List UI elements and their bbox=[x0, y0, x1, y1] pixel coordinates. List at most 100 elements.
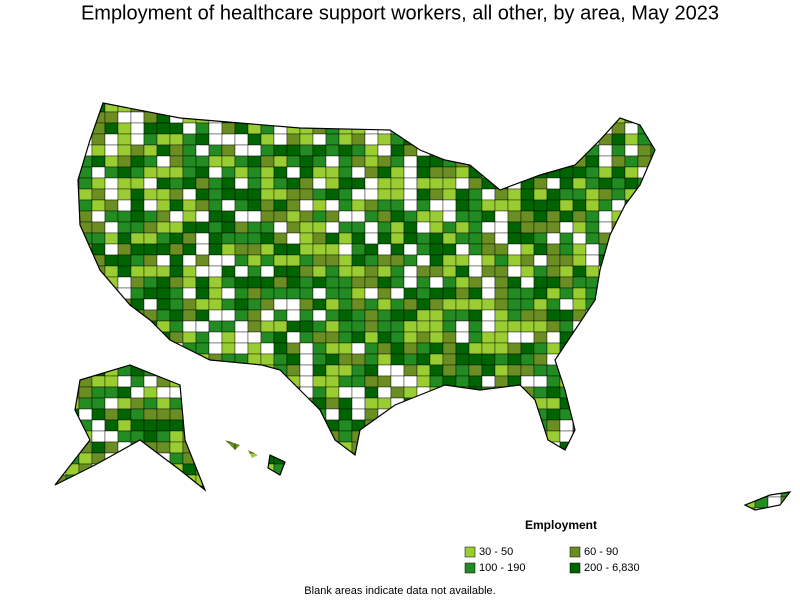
area bbox=[273, 103, 288, 113]
area bbox=[40, 134, 53, 145]
area bbox=[429, 155, 444, 168]
area bbox=[546, 155, 561, 168]
area bbox=[234, 474, 249, 487]
area bbox=[676, 111, 691, 124]
area bbox=[430, 519, 443, 530]
area bbox=[55, 166, 67, 179]
area bbox=[546, 452, 561, 465]
area bbox=[78, 188, 93, 201]
area bbox=[767, 419, 782, 432]
area bbox=[663, 221, 678, 234]
area bbox=[221, 430, 236, 443]
area bbox=[754, 419, 769, 432]
area bbox=[637, 144, 652, 157]
area bbox=[429, 265, 444, 278]
area bbox=[377, 103, 392, 113]
area bbox=[533, 188, 548, 201]
area bbox=[624, 155, 639, 168]
area bbox=[40, 112, 53, 123]
area bbox=[754, 408, 769, 421]
area bbox=[754, 430, 769, 443]
area bbox=[325, 199, 340, 212]
area bbox=[794, 255, 800, 266]
area bbox=[130, 353, 145, 366]
area bbox=[481, 408, 496, 421]
area bbox=[273, 254, 288, 267]
area bbox=[624, 441, 639, 454]
area bbox=[455, 210, 470, 223]
area bbox=[195, 408, 210, 421]
area bbox=[468, 144, 483, 157]
area bbox=[624, 397, 639, 410]
area bbox=[520, 474, 535, 487]
area bbox=[416, 232, 431, 245]
area bbox=[312, 496, 327, 509]
area bbox=[286, 309, 301, 322]
area bbox=[274, 90, 287, 101]
area bbox=[338, 199, 353, 212]
area bbox=[767, 474, 782, 487]
area bbox=[287, 519, 300, 530]
area bbox=[325, 287, 340, 300]
area bbox=[208, 496, 223, 509]
area bbox=[273, 166, 288, 179]
area bbox=[104, 133, 119, 146]
area bbox=[598, 144, 613, 157]
area bbox=[195, 199, 210, 212]
area bbox=[65, 166, 80, 179]
area bbox=[637, 320, 652, 333]
area bbox=[234, 287, 249, 300]
area bbox=[546, 111, 561, 124]
area bbox=[117, 353, 132, 366]
area bbox=[455, 232, 470, 245]
area bbox=[767, 452, 782, 465]
area bbox=[182, 276, 197, 289]
area bbox=[169, 364, 184, 377]
area bbox=[780, 430, 790, 443]
area bbox=[429, 243, 444, 256]
area bbox=[143, 144, 158, 157]
area bbox=[650, 276, 665, 289]
area bbox=[247, 507, 262, 510]
area bbox=[169, 221, 184, 234]
area bbox=[507, 155, 522, 168]
area bbox=[442, 243, 457, 256]
area bbox=[494, 397, 509, 410]
area bbox=[273, 199, 288, 212]
area bbox=[676, 199, 691, 212]
area bbox=[390, 441, 405, 454]
area bbox=[286, 342, 301, 355]
area bbox=[690, 519, 703, 530]
area bbox=[104, 408, 119, 421]
area bbox=[312, 188, 327, 201]
area bbox=[183, 90, 196, 101]
area bbox=[520, 133, 535, 146]
area bbox=[702, 419, 717, 432]
area bbox=[364, 144, 379, 157]
area bbox=[794, 453, 800, 464]
area bbox=[455, 430, 470, 443]
area bbox=[702, 320, 717, 333]
area bbox=[390, 485, 405, 498]
area bbox=[78, 408, 93, 421]
area bbox=[494, 353, 509, 366]
area bbox=[663, 254, 678, 267]
area bbox=[55, 430, 67, 443]
area bbox=[585, 452, 600, 465]
area bbox=[417, 519, 430, 530]
area bbox=[429, 298, 444, 311]
area bbox=[559, 144, 574, 157]
area bbox=[416, 133, 431, 146]
area bbox=[325, 452, 340, 465]
area bbox=[104, 430, 119, 443]
area bbox=[650, 441, 665, 454]
area bbox=[338, 210, 353, 223]
area bbox=[624, 320, 639, 333]
area bbox=[585, 177, 600, 190]
area bbox=[403, 265, 418, 278]
area bbox=[143, 353, 158, 366]
area bbox=[65, 507, 80, 510]
area bbox=[169, 188, 184, 201]
area bbox=[598, 397, 613, 410]
area bbox=[442, 221, 457, 234]
